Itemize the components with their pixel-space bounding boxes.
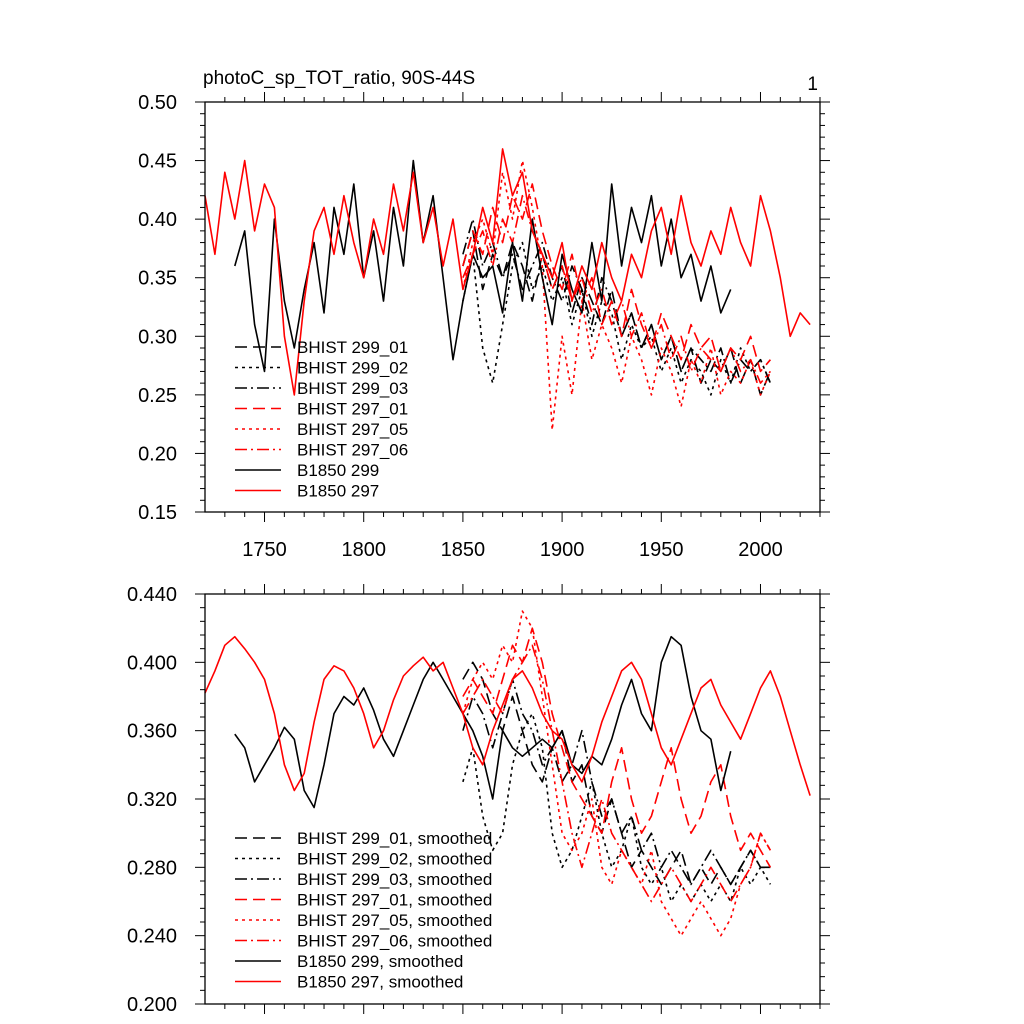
bottom-y-tick-label: 0.280 xyxy=(127,857,177,879)
top-legend-label-5: BHIST 297_06 xyxy=(297,441,408,460)
bottom-x-axis xyxy=(224,584,821,1014)
top-series-line-0 xyxy=(462,230,772,396)
panel-number: 1 xyxy=(807,74,818,95)
bottom-legend-label-0: BHIST 299_01, smoothed xyxy=(297,829,492,848)
bottom-series-line-1 xyxy=(462,712,772,903)
bottom-legend-label-1: BHIST 299_02, smoothed xyxy=(297,850,492,869)
bottom-legend-label-3: BHIST 297_01, smoothed xyxy=(297,891,492,910)
bottom-y-tick-label: 0.360 xyxy=(127,721,177,743)
top-legend-label-3: BHIST 297_01 xyxy=(297,400,408,419)
bottom-y-tick-label: 0.400 xyxy=(127,652,177,674)
bottom-series-line-6 xyxy=(234,635,732,809)
bottom-series-line-2 xyxy=(462,678,771,886)
top-x-tick-label: 1750 xyxy=(242,539,287,561)
top-y-axis: 0.15 0.20 0.25 0.30 0.35 0.40 0.45 0.50 xyxy=(138,92,830,524)
top-series-line-2 xyxy=(462,218,772,384)
top-x-axis: 1750 1800 1850 1900 1950 2000 xyxy=(224,92,821,561)
top-y-tick-label: 0.35 xyxy=(138,268,177,290)
top-y-tick-label: 0.20 xyxy=(138,443,177,465)
top-legend-label-6: B1850 299 xyxy=(297,461,379,480)
bottom-legend-label-5: BHIST 297_06, smoothed xyxy=(297,932,492,951)
top-series-lines xyxy=(204,148,811,431)
top-legend-label-4: BHIST 297_05 xyxy=(297,420,408,439)
top-x-tick-label: 2000 xyxy=(738,539,783,561)
bottom-y-axis: 0.200 0.240 0.280 0.320 0.360 0.400 0.440 xyxy=(127,584,830,1016)
top-y-tick-label: 0.45 xyxy=(138,151,177,173)
top-series-line-5 xyxy=(462,194,772,384)
top-y-tick-label: 0.30 xyxy=(138,326,177,348)
bottom-series-line-7 xyxy=(204,635,811,796)
bottom-y-tick-label: 0.240 xyxy=(127,926,177,948)
top-x-tick-label: 1800 xyxy=(341,539,386,561)
top-series-line-7 xyxy=(204,148,811,396)
bottom-series-line-0 xyxy=(462,661,771,886)
top-legend-label-7: B1850 297 xyxy=(297,482,379,501)
bottom-legend: BHIST 299_01, smoothed BHIST 299_02, smoo… xyxy=(235,829,492,992)
top-legend-label-1: BHIST 299_02 xyxy=(297,359,408,378)
bottom-y-tick-label: 0.320 xyxy=(127,789,177,811)
top-x-tick-label: 1950 xyxy=(639,539,684,561)
top-series-line-6 xyxy=(234,159,732,373)
top-x-tick-label: 1850 xyxy=(441,539,486,561)
top-panel: 1750 1800 1850 1900 1950 2000 0.15 0.20 0.25 0.30… xyxy=(138,92,830,561)
top-y-tick-label: 0.40 xyxy=(138,209,177,231)
top-legend-label-0: BHIST 299_01 xyxy=(297,338,408,357)
top-legend-label-2: BHIST 299_03 xyxy=(297,379,408,398)
top-series-line-4 xyxy=(462,159,772,431)
bottom-y-tick-label: 0.200 xyxy=(127,994,177,1016)
bottom-series-lines xyxy=(204,610,811,937)
bottom-series-line-5 xyxy=(462,644,772,903)
bottom-legend-label-4: BHIST 297_05, smoothed xyxy=(297,911,492,930)
top-plot-frame xyxy=(204,101,821,513)
bottom-legend-label-6: B1850 299, smoothed xyxy=(297,952,463,971)
bottom-legend-label-2: BHIST 299_03, smoothed xyxy=(297,870,492,889)
top-series-line-3 xyxy=(462,183,772,373)
chart-title: photoC_sp_TOT_ratio, 90S-44S xyxy=(203,68,475,89)
bottom-y-tick-label: 0.440 xyxy=(127,584,177,606)
top-x-tick-label: 1900 xyxy=(540,539,585,561)
top-y-tick-label: 0.25 xyxy=(138,385,177,407)
bottom-legend-label-7: B1850 297, smoothed xyxy=(297,973,463,992)
top-y-tick-label: 0.15 xyxy=(138,502,177,524)
bottom-panel: 0.200 0.240 0.280 0.320 0.360 0.400 0.440 BHIST… xyxy=(127,584,830,1016)
top-y-tick-label: 0.50 xyxy=(138,92,177,114)
bottom-series-line-3 xyxy=(462,627,772,868)
